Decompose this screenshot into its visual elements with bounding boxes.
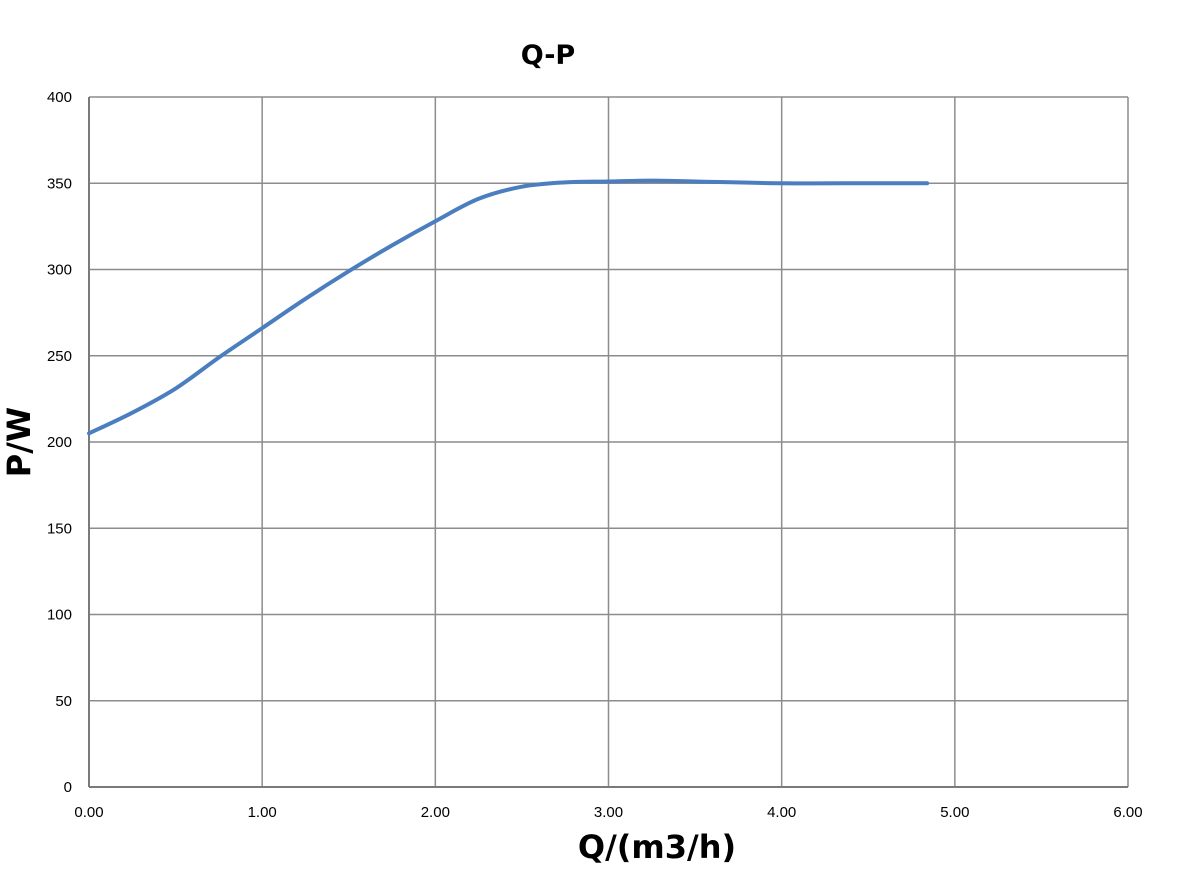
y-tick-label: 300 <box>47 262 72 279</box>
y-tick-labels: 0 50 100 150 200 250 300 350 400 <box>47 89 72 796</box>
x-tick-label: 2.00 <box>421 804 450 821</box>
series-group <box>87 178 930 436</box>
x-tick-label: 6.00 <box>1113 804 1142 821</box>
y-tick-label: 150 <box>47 520 72 537</box>
x-tick-label: 0.00 <box>74 804 103 821</box>
y-tick-label: 250 <box>47 348 72 365</box>
y-tick-label: 100 <box>47 607 72 624</box>
y-tick-label: 350 <box>47 175 72 192</box>
x-tick-labels: 0.00 1.00 2.00 3.00 4.00 5.00 6.00 <box>74 804 1142 821</box>
x-tick-label: 4.00 <box>767 804 796 821</box>
y-tick-label: 200 <box>47 434 72 451</box>
x-tick-label: 1.00 <box>248 804 277 821</box>
y-tick-label: 0 <box>64 779 72 796</box>
series-line <box>87 178 930 436</box>
x-tick-label: 3.00 <box>594 804 623 821</box>
x-tick-label: 5.00 <box>940 804 969 821</box>
x-axis-label: Q/(m3/h) <box>578 828 736 866</box>
chart-title: Q-P <box>521 40 575 71</box>
y-tick-label: 50 <box>55 693 72 710</box>
grid-lines <box>88 96 1129 788</box>
y-tick-label: 400 <box>47 89 72 106</box>
y-axis-label: P/W <box>0 407 38 477</box>
